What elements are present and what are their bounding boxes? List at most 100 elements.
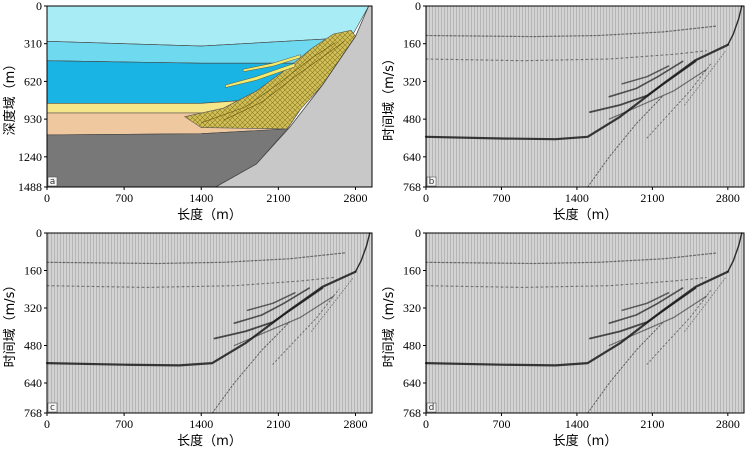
panel-letter: c — [50, 403, 55, 413]
dipping-reflection-2 — [233, 287, 310, 324]
panel-c-axes: 0 700 1400 2100 2800 0 160 320 480 640 768 长度（m） 时间域… — [3, 226, 373, 449]
panel-letter-box — [47, 176, 58, 187]
deep-diffraction-3 — [310, 277, 354, 332]
panel-a-axes: 0 700 1400 2100 2800 0 310 620 930 1240 1488 长度（m） 深… — [2, 0, 373, 223]
x-tick-label: 2100 — [640, 191, 664, 205]
dipping-reflection-2 — [608, 287, 684, 324]
x-tick-label: 0 — [44, 191, 50, 205]
x-tick-label: 2800 — [343, 417, 367, 431]
panel-d-axes: 0 700 1400 2100 2800 0 160 320 480 640 768 长度（m） 时间域… — [382, 226, 745, 449]
panel-a-frame — [46, 5, 373, 188]
x-tick-label: 1400 — [189, 191, 213, 205]
steep-slope-reflection — [727, 5, 743, 46]
deep-diffraction-3 — [684, 50, 727, 106]
x-tick-label: 2100 — [640, 417, 664, 431]
x-axis-label: 长度（m） — [553, 433, 618, 449]
y-tick-label: 160 — [24, 264, 42, 278]
y-tick-label: 160 — [403, 264, 421, 278]
seafloor-reflection — [45, 270, 357, 367]
panel-letter: b — [429, 177, 435, 187]
y-tick-label: 0 — [36, 226, 42, 240]
y-tick-label: 480 — [403, 339, 421, 353]
x-tick-label: 2800 — [716, 417, 740, 431]
dipping-reflection-1 — [213, 287, 324, 340]
shallow-reflection-2 — [425, 50, 707, 62]
dipping-reflection-4 — [608, 295, 707, 347]
panel-b-frame — [425, 5, 745, 188]
x-axis-label: 长度（m） — [553, 207, 618, 223]
y-tick-label: 310 — [24, 37, 42, 51]
panel-letter: d — [429, 403, 435, 413]
y-tick-label: 1240 — [18, 150, 42, 164]
x-tick-label: 700 — [492, 417, 510, 431]
x-tick-label: 1400 — [189, 417, 213, 431]
y-axis-label: 深度域（m） — [2, 58, 18, 136]
deep-diffraction-1 — [211, 321, 290, 414]
trace-background — [426, 6, 744, 187]
x-tick-label: 700 — [115, 191, 133, 205]
y-tick-label: 930 — [24, 112, 42, 126]
wedge-boundary-line — [223, 41, 345, 121]
deep-diffraction-2 — [646, 62, 713, 139]
x-tick-label: 700 — [492, 191, 510, 205]
x-tick-label: 0 — [44, 417, 50, 431]
panel-d-frame — [425, 232, 745, 414]
trace-background — [47, 233, 372, 413]
panel-c-frame — [46, 232, 373, 414]
deep-diffraction-2 — [272, 288, 340, 365]
x-tick-label: 1400 — [565, 417, 589, 431]
shallow-reflection-2 — [425, 276, 707, 288]
y-tick-label: 0 — [36, 0, 42, 13]
steep-slope-reflection — [354, 232, 371, 273]
x-tick-label: 0 — [423, 191, 429, 205]
y-tick-label: 640 — [24, 376, 42, 390]
x-tick-label: 700 — [115, 417, 133, 431]
deep-diffraction-1 — [587, 321, 664, 414]
y-tick-label: 480 — [24, 339, 42, 353]
y-tick-label: 160 — [403, 37, 421, 51]
y-tick-label: 640 — [403, 376, 421, 390]
y-tick-label: 320 — [403, 74, 421, 88]
dipping-reflection-3 — [246, 292, 296, 312]
x-axis-label: 长度（m） — [177, 433, 242, 449]
deep-diffraction-1 — [587, 95, 664, 188]
x-tick-label: 2800 — [343, 191, 367, 205]
y-tick-label: 640 — [403, 150, 421, 164]
y-tick-label: 768 — [403, 406, 421, 420]
x-tick-label: 0 — [423, 417, 429, 431]
seismic-panel-b — [424, 5, 744, 188]
steep-slope-reflection — [727, 232, 743, 273]
deep-diffraction-2 — [646, 288, 713, 365]
shallow-reflection-1 — [425, 252, 718, 265]
y-tick-label: 620 — [24, 74, 42, 88]
y-tick-label: 320 — [403, 301, 421, 315]
y-axis-label: 时间域（m/s） — [3, 279, 18, 368]
panel-letter-box — [426, 176, 437, 187]
y-tick-label: 768 — [403, 180, 421, 194]
x-axis-label: 长度（m） — [177, 207, 242, 223]
x-tick-label: 2100 — [266, 191, 290, 205]
shallow-reflection-1 — [425, 25, 718, 38]
panel-letter-box — [426, 402, 437, 413]
sand-lens — [225, 62, 296, 88]
dipping-reflection-4 — [233, 295, 334, 347]
y-tick-label: 768 — [24, 406, 42, 420]
dipping-reflection-3 — [621, 65, 670, 85]
y-axis-label: 时间域（m/s） — [382, 52, 397, 141]
seismic-panel-d — [424, 232, 744, 414]
model-panel — [46, 5, 373, 188]
sand-lens — [242, 54, 301, 73]
panel-b-axes: 0 700 1400 2100 2800 0 160 320 480 640 768 长度（m） 时间域… — [382, 0, 745, 223]
y-tick-label: 1488 — [18, 180, 42, 194]
trace-background — [426, 233, 744, 413]
dipping-reflection-2 — [608, 60, 684, 98]
x-tick-label: 2100 — [266, 417, 290, 431]
shallow-reflection-1 — [46, 252, 346, 265]
x-tick-label: 1400 — [565, 191, 589, 205]
panel-letter: a — [50, 177, 56, 187]
dipping-reflection-4 — [608, 69, 707, 120]
dipping-reflection-3 — [621, 292, 670, 312]
shallow-reflection-2 — [46, 276, 334, 288]
wedge-boundary-line — [201, 42, 336, 124]
